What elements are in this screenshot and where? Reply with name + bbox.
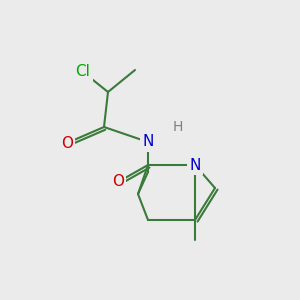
Text: Cl: Cl [76, 64, 90, 80]
Text: N: N [142, 134, 154, 149]
Text: H: H [173, 120, 183, 134]
Text: N: N [189, 158, 201, 172]
Text: O: O [61, 136, 73, 151]
Text: O: O [112, 175, 124, 190]
